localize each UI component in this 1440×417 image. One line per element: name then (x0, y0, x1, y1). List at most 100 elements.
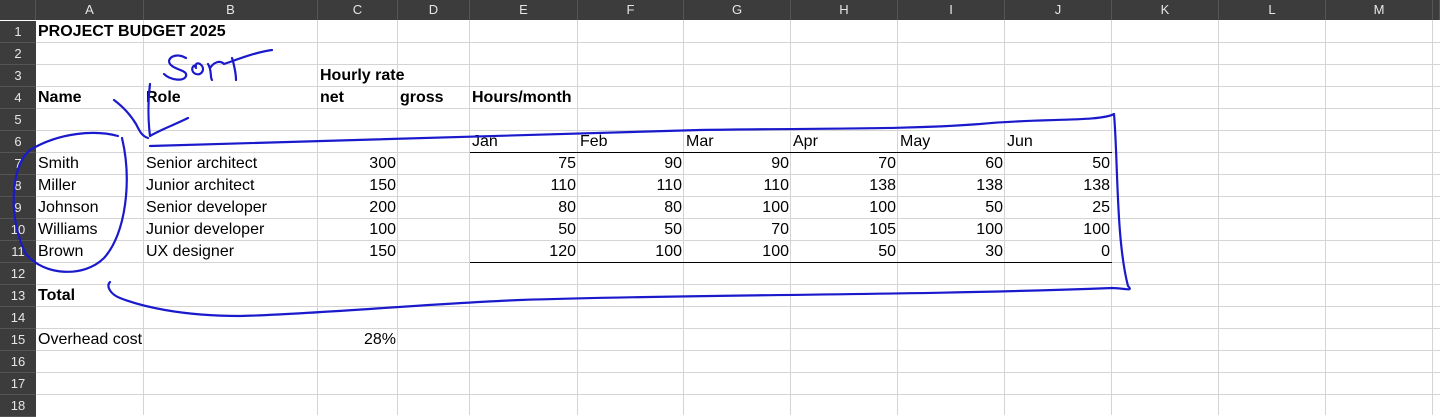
cell-name[interactable]: Miller (38, 177, 77, 194)
cell-role[interactable]: Junior architect (146, 177, 255, 194)
column-header-e[interactable]: E (470, 0, 578, 20)
cell-role[interactable]: Senior architect (146, 155, 258, 172)
row-header-11[interactable]: 11 (0, 241, 36, 263)
cell-a13-total[interactable]: Total (38, 287, 76, 304)
cell-hours[interactable]: 80 (558, 199, 576, 216)
column-header-m[interactable]: M (1326, 0, 1433, 20)
row-header-15[interactable]: 15 (0, 329, 36, 351)
gridline (36, 372, 1440, 373)
cell-c15-overhead-value[interactable]: 28% (363, 331, 396, 348)
row-header-10[interactable]: 10 (0, 219, 36, 241)
column-header-j[interactable]: J (1005, 0, 1112, 20)
cell-hours[interactable]: 50 (1092, 155, 1110, 172)
cell-c4-net-header[interactable]: net (320, 89, 344, 106)
column-header-f[interactable]: F (578, 0, 684, 20)
cell-b4-role-header[interactable]: Role (146, 89, 181, 106)
row-header-2[interactable]: 2 (0, 43, 36, 65)
cell-hours[interactable]: 50 (878, 243, 896, 260)
column-header-next[interactable] (1433, 0, 1440, 20)
cell-rate[interactable]: 150 (369, 243, 396, 260)
cell-hours[interactable]: 75 (558, 155, 576, 172)
column-header-i[interactable]: I (898, 0, 1005, 20)
select-all-corner[interactable] (0, 0, 36, 20)
cell-name[interactable]: Williams (38, 221, 98, 238)
cell-hours[interactable]: 105 (869, 221, 896, 238)
cell-role[interactable]: Senior developer (146, 199, 267, 216)
sort-scribble (162, 48, 274, 82)
cell-hours[interactable]: 50 (985, 199, 1003, 216)
cell-role[interactable]: UX designer (146, 243, 235, 260)
row-header-6[interactable]: 6 (0, 131, 36, 153)
cell-hours[interactable]: 50 (664, 221, 682, 238)
cell-name[interactable]: Smith (38, 155, 79, 172)
row-header-9[interactable]: 9 (0, 197, 36, 219)
column-header-h[interactable]: H (791, 0, 898, 20)
cell-hours[interactable]: 70 (771, 221, 789, 238)
cell-rate[interactable]: 300 (369, 155, 396, 172)
row-header-16[interactable]: 16 (0, 351, 36, 373)
cell-rate[interactable]: 150 (369, 177, 396, 194)
column-header-k[interactable]: K (1112, 0, 1219, 20)
row-header-4[interactable]: 4 (0, 87, 36, 109)
cell-name[interactable]: Brown (38, 243, 84, 260)
cell-hours[interactable]: 120 (549, 243, 576, 260)
cell-hours[interactable]: 138 (1083, 177, 1110, 194)
column-header-a[interactable]: A (36, 0, 144, 20)
cell-hours[interactable]: 110 (656, 177, 682, 194)
cell-e4-hours-header[interactable]: Hours/month (472, 89, 572, 106)
cell-hours[interactable]: 90 (771, 155, 789, 172)
cell-g6-month[interactable]: Mar (686, 133, 714, 150)
cell-hours[interactable]: 60 (985, 155, 1003, 172)
cell-c3-hourly-rate[interactable]: Hourly rate (320, 67, 405, 84)
cell-hours[interactable]: 110 (763, 177, 789, 194)
cell-hours[interactable]: 100 (655, 243, 682, 260)
column-header-g[interactable]: G (684, 0, 791, 20)
cell-e6-month[interactable]: Jan (472, 133, 498, 150)
column-header-b[interactable]: B (144, 0, 318, 20)
cell-a1-title[interactable]: PROJECT BUDGET 2025 (38, 23, 226, 40)
cell-hours[interactable]: 110 (550, 177, 576, 194)
row-header-8[interactable]: 8 (0, 175, 36, 197)
cell-f6-month[interactable]: Feb (580, 133, 608, 150)
cell-hours[interactable]: 100 (762, 243, 789, 260)
gridline (36, 86, 1440, 87)
cell-role[interactable]: Junior developer (146, 221, 265, 238)
cell-hours[interactable]: 100 (762, 199, 789, 216)
row-header-17[interactable]: 17 (0, 373, 36, 395)
row-header-18[interactable]: 18 (0, 395, 36, 417)
cell-hours[interactable]: 100 (869, 199, 896, 216)
row-header-1[interactable]: 1 (0, 21, 36, 43)
row-header-14[interactable]: 14 (0, 307, 36, 329)
gridline (36, 394, 1440, 395)
cell-hours[interactable]: 80 (664, 199, 682, 216)
gridline (1432, 20, 1433, 415)
cell-hours[interactable]: 138 (976, 177, 1003, 194)
cell-hours[interactable]: 50 (558, 221, 576, 238)
cell-hours[interactable]: 138 (869, 177, 896, 194)
cell-hours[interactable]: 30 (985, 243, 1003, 260)
cell-hours[interactable]: 100 (1083, 221, 1110, 238)
column-header-l[interactable]: L (1219, 0, 1326, 20)
cell-a15-overhead-label[interactable]: Overhead cost (38, 331, 143, 348)
cell-rate[interactable]: 100 (369, 221, 396, 238)
cell-hours[interactable]: 0 (1101, 243, 1110, 260)
row-header-12[interactable]: 12 (0, 263, 36, 285)
column-header-c[interactable]: C (318, 0, 398, 20)
cell-hours[interactable]: 100 (976, 221, 1003, 238)
cell-name[interactable]: Johnson (38, 199, 99, 216)
cell-d4-gross-header[interactable]: gross (400, 89, 444, 106)
cell-hours[interactable]: 70 (878, 155, 896, 172)
cell-rate[interactable]: 200 (369, 199, 396, 216)
cell-h6-month[interactable]: Apr (793, 133, 818, 150)
cell-hours[interactable]: 90 (664, 155, 682, 172)
row-header-3[interactable]: 3 (0, 65, 36, 87)
row-header-5[interactable]: 5 (0, 109, 36, 131)
cell-j6-month[interactable]: Jun (1007, 133, 1033, 150)
cell-i6-month[interactable]: May (900, 133, 931, 150)
cell-a4-name-header[interactable]: Name (38, 89, 82, 106)
row-header-7[interactable]: 7 (0, 153, 36, 175)
row-header-13[interactable]: 13 (0, 285, 36, 307)
cell-hours[interactable]: 25 (1092, 199, 1110, 216)
column-header-d[interactable]: D (398, 0, 470, 20)
